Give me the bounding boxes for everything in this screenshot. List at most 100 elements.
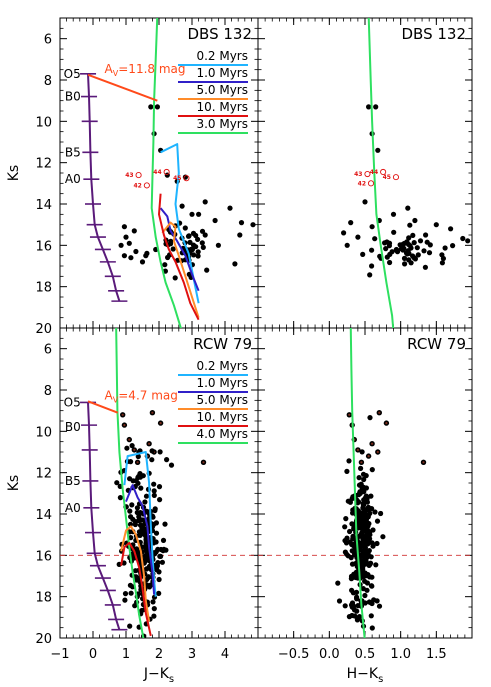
scatter-point: [389, 249, 395, 255]
extinction-label-rest: =4.7 mag: [118, 388, 178, 402]
panel-title: RCW 79: [407, 335, 466, 353]
scatter-point: [204, 267, 210, 273]
scatter-point: [161, 546, 167, 552]
scatter-point: [348, 555, 354, 561]
scatter-point-bright-center: [202, 461, 205, 464]
scatter-point: [373, 562, 379, 568]
legend-entry: 10. Myrs: [196, 410, 248, 424]
scatter-point: [355, 514, 361, 521]
panel-title: DBS 132: [188, 25, 253, 43]
scatter-point: [232, 261, 238, 267]
scatter-point: [382, 240, 388, 246]
scatter-point: [127, 508, 133, 514]
x-tick-label: −1: [50, 647, 69, 662]
scatter-point: [344, 242, 350, 248]
scatter-point: [348, 220, 354, 226]
isochrone-1-0-Myrs: [159, 207, 200, 292]
x-axis-label-main: H−K: [347, 666, 379, 682]
circled-star-label: 42: [133, 182, 141, 189]
x-tick-label: 4: [221, 647, 229, 662]
y-tick-label: 12: [35, 467, 52, 482]
scatter-point: [406, 235, 412, 241]
scatter-point: [138, 529, 144, 535]
scatter-point: [342, 524, 348, 530]
scatter-point: [151, 613, 157, 619]
scatter-point: [144, 566, 150, 572]
scatter-point: [345, 498, 351, 504]
scatter-point-bright-center: [348, 413, 351, 416]
spectral-type-label: A0: [65, 501, 81, 515]
scatter-point: [126, 240, 132, 246]
scatter-point: [114, 480, 120, 486]
x-axis-label-main: J−K: [143, 666, 170, 682]
scatter-point-bright-center: [376, 450, 379, 454]
scatter-point: [349, 604, 355, 610]
scatter-point: [344, 468, 350, 474]
scatter-point: [347, 528, 353, 535]
scatter-point: [369, 574, 375, 580]
scatter-point: [122, 597, 128, 603]
scatter-point: [149, 457, 155, 463]
x-tick-label: 0.0: [319, 647, 340, 662]
scatter-point: [195, 236, 201, 242]
isochrone-1-0-Myrs: [125, 484, 156, 595]
scatter-point: [116, 561, 122, 568]
scatter-point: [149, 448, 155, 454]
scatter-point: [356, 475, 362, 481]
isochrone-0-2-Myrs: [123, 451, 157, 597]
scatter-point: [391, 229, 397, 235]
y-tick-label: 10: [35, 115, 52, 130]
scatter-point: [358, 465, 364, 471]
scatter-point-bright-center: [422, 461, 425, 464]
panel-title: DBS 132: [402, 25, 467, 43]
spectral-type-label: B0: [65, 90, 81, 104]
scatter-point: [376, 603, 383, 609]
scatter-point: [369, 263, 375, 269]
y-tick-label: 10: [35, 425, 52, 440]
scatter-point: [378, 510, 384, 517]
extinction-vector: [87, 73, 158, 102]
scatter-point: [139, 259, 146, 265]
legend-entry: 0.2 Myrs: [196, 359, 248, 373]
scatter-point: [360, 586, 366, 592]
scatter-point: [442, 245, 448, 251]
extinction-label-sub: V: [113, 395, 119, 404]
scatter-point: [118, 242, 124, 248]
legend-entry: 5.0 Myrs: [196, 393, 248, 407]
legend-entry: 1.0 Myrs: [196, 66, 248, 80]
scatter-point-bright-center: [151, 411, 154, 414]
scatter-point: [369, 506, 375, 512]
scatter-point: [193, 244, 199, 250]
scatter-point: [136, 514, 142, 520]
scatter-point: [398, 246, 404, 252]
scatter-point: [227, 205, 233, 211]
scatter-point: [159, 559, 165, 565]
scatter-point: [151, 481, 157, 487]
scatter-point: [423, 232, 429, 238]
scatter-point: [187, 239, 193, 245]
scatter-point: [140, 517, 146, 523]
scatter-point: [151, 488, 157, 494]
scatter-point: [150, 514, 156, 520]
scatter-point: [146, 652, 151, 657]
scatter-point: [364, 540, 370, 546]
scatter-point: [384, 254, 390, 260]
scatter-point: [132, 603, 138, 609]
scatter-point: [406, 250, 412, 256]
scatter-point: [415, 252, 421, 258]
scatter-point: [349, 600, 356, 606]
scatter-point: [133, 546, 140, 552]
scatter-point: [405, 205, 411, 211]
scatter-point: [196, 211, 202, 217]
main-sequence-line: [87, 73, 121, 302]
scatter-point: [148, 104, 154, 110]
scatter-point: [168, 462, 175, 468]
scatter-point: [368, 613, 374, 619]
extinction-label-sub: V: [113, 69, 119, 78]
scatter-point: [160, 537, 167, 544]
scatter-point: [156, 484, 163, 490]
scatter-point: [380, 534, 386, 540]
scatter-point: [151, 492, 157, 498]
scatter-point-bright-center: [128, 438, 131, 441]
scatter-point: [361, 536, 368, 542]
